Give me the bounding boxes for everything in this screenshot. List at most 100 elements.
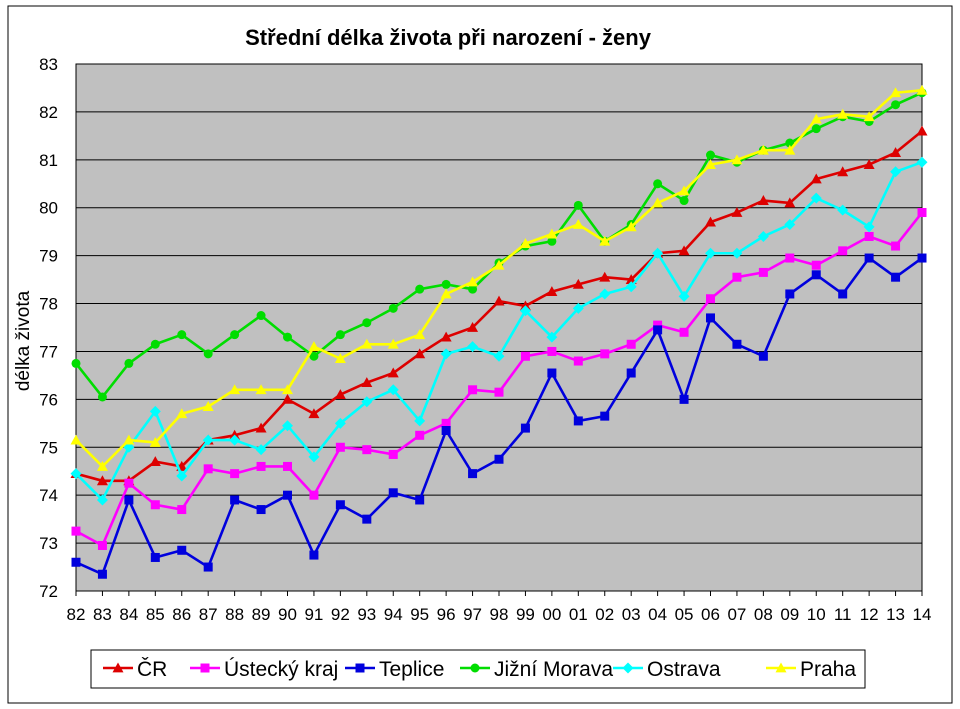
x-tick-label: 09 xyxy=(780,605,799,624)
x-tick-label: 94 xyxy=(384,605,403,624)
y-tick-label: 74 xyxy=(39,486,58,505)
data-point xyxy=(547,346,557,356)
data-point xyxy=(362,318,372,328)
data-point xyxy=(573,356,583,366)
data-point xyxy=(520,423,530,433)
legend-marker xyxy=(200,663,210,673)
data-point xyxy=(599,235,611,246)
data-point xyxy=(785,138,795,148)
data-point xyxy=(149,436,161,447)
data-point xyxy=(229,384,241,395)
data-point xyxy=(97,569,107,579)
data-point xyxy=(176,408,188,419)
x-tick-label: 93 xyxy=(357,605,376,624)
x-tick-label: 83 xyxy=(93,605,112,624)
legend-marker xyxy=(775,662,787,673)
legend-label: Ostrava xyxy=(647,658,721,681)
data-point xyxy=(493,295,505,306)
data-point xyxy=(309,550,319,560)
data-point xyxy=(388,303,398,313)
data-point xyxy=(335,330,345,340)
data-point xyxy=(149,456,161,467)
gridlines xyxy=(76,111,922,544)
data-point xyxy=(283,332,292,342)
data-point xyxy=(282,420,293,432)
data-point xyxy=(599,288,611,300)
y-tick-label: 78 xyxy=(39,295,58,314)
y-tick-label: 79 xyxy=(39,247,58,266)
series-5 xyxy=(70,84,928,471)
data-point xyxy=(916,156,928,168)
data-point xyxy=(150,552,160,562)
data-point xyxy=(653,325,663,335)
data-point xyxy=(757,144,769,155)
data-point xyxy=(653,179,663,189)
data-point xyxy=(308,451,320,463)
data-point xyxy=(467,276,479,287)
x-tick-label: 95 xyxy=(410,605,429,624)
series-1 xyxy=(71,208,927,550)
data-point xyxy=(71,358,81,368)
data-point xyxy=(202,401,214,411)
x-tick-label: 92 xyxy=(331,605,350,624)
x-tick-label: 04 xyxy=(648,605,667,624)
data-point xyxy=(864,253,874,263)
legend-label: Ústecký kraj xyxy=(224,658,338,681)
x-tick-label: 13 xyxy=(886,605,905,624)
legend-marker xyxy=(470,663,480,673)
plot-area xyxy=(75,63,923,592)
data-point xyxy=(230,330,240,340)
data-point xyxy=(705,216,716,227)
data-point xyxy=(415,284,425,294)
data-point xyxy=(256,461,266,471)
data-point xyxy=(810,192,822,204)
x-tick-label: 05 xyxy=(675,605,694,624)
data-point xyxy=(96,475,108,486)
x-tick-label: 89 xyxy=(252,605,271,624)
data-point xyxy=(255,422,267,433)
data-point xyxy=(202,434,214,446)
data-point xyxy=(679,327,689,337)
data-point xyxy=(309,490,319,500)
data-point xyxy=(150,500,160,510)
data-point xyxy=(123,434,135,445)
data-point xyxy=(520,351,530,361)
data-point xyxy=(837,166,849,177)
data-point xyxy=(177,330,187,340)
data-point xyxy=(256,311,266,321)
data-point xyxy=(625,281,637,293)
data-point xyxy=(362,445,372,455)
x-tick-label: 85 xyxy=(146,605,165,624)
data-point xyxy=(283,461,292,471)
data-point xyxy=(600,411,610,421)
data-point xyxy=(308,341,320,352)
data-point xyxy=(440,348,452,360)
data-point xyxy=(415,430,425,440)
data-point xyxy=(811,260,821,270)
data-point xyxy=(916,84,928,95)
series-2 xyxy=(71,253,927,579)
y-axis-label: délka života xyxy=(13,290,34,391)
data-point xyxy=(441,418,451,428)
y-tick-label: 80 xyxy=(39,199,58,218)
data-point xyxy=(468,284,478,294)
data-point xyxy=(97,540,107,550)
data-point xyxy=(625,221,637,232)
data-point xyxy=(309,351,319,361)
data-point xyxy=(177,545,187,555)
legend-label: ČR xyxy=(137,658,167,681)
data-point xyxy=(678,290,690,302)
x-tick-label: 07 xyxy=(727,605,746,624)
data-point xyxy=(124,358,134,368)
data-point xyxy=(230,495,240,505)
data-point xyxy=(335,500,345,510)
data-point xyxy=(706,294,715,304)
x-tick-label: 99 xyxy=(516,605,535,624)
data-point xyxy=(784,197,796,208)
data-point xyxy=(387,367,399,378)
x-tick-label: 91 xyxy=(304,605,323,624)
data-point xyxy=(785,253,795,263)
data-point xyxy=(811,124,821,134)
x-tick-label: 14 xyxy=(913,605,932,624)
data-point xyxy=(519,238,531,249)
